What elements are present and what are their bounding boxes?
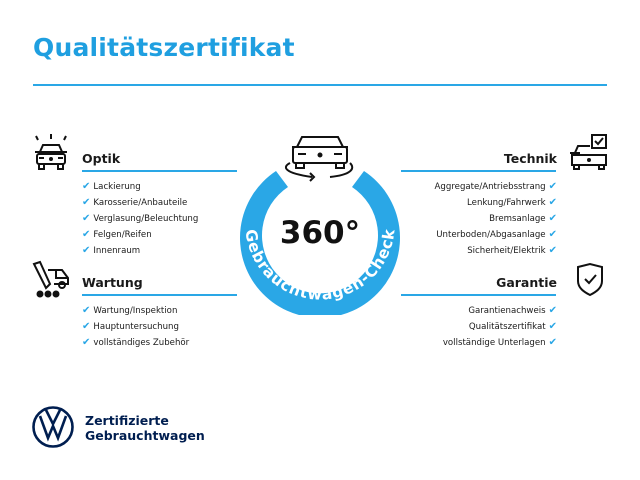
list-item: ✔ Innenraum	[82, 245, 141, 256]
check-icon: ✔	[82, 305, 91, 316]
list-item: ✔ Felgen/Reifen	[82, 229, 152, 240]
list-technik: Aggregate/Antriebsstrang ✔ Lenkung/Fahrwe…	[435, 179, 557, 259]
section-title-technik: Technik	[503, 151, 557, 166]
vw-logo	[32, 406, 74, 448]
check-icon: ✔	[548, 337, 557, 348]
section-rule-optik	[82, 170, 237, 172]
section-rule-wartung	[82, 294, 237, 296]
check-360-badge: Gebrauchtwagen-Check 360°	[240, 136, 400, 315]
check-icon: ✔	[548, 213, 557, 224]
list-item: Sicherheit/Elektrik ✔	[467, 245, 557, 256]
check-icon: ✔	[82, 229, 91, 240]
check-icon: ✔	[82, 321, 91, 332]
check-icon: ✔	[548, 197, 557, 208]
section-rule-garantie	[401, 294, 556, 296]
check-icon: ✔	[548, 181, 557, 192]
check-icon: ✔	[548, 245, 557, 256]
check-icon: ✔	[548, 321, 557, 332]
check-icon: ✔	[82, 197, 91, 208]
big-360-text: 360°	[280, 215, 360, 251]
list-item: ✔ Wartung/Inspektion	[82, 305, 178, 316]
check-icon: ✔	[82, 213, 91, 224]
list-item: Aggregate/Antriebsstrang ✔	[434, 181, 557, 192]
car-checkbox-icon	[570, 134, 607, 170]
section-title-wartung: Wartung	[82, 275, 143, 290]
service-car-icon	[32, 260, 69, 298]
list-item: ✔ Verglasung/Beleuchtung	[82, 213, 199, 224]
check-icon: ✔	[82, 337, 91, 348]
brand-name: Zertifizierte Gebrauchtwagen	[85, 413, 205, 443]
car-lights-icon	[35, 134, 67, 170]
list-item: ✔ Hauptuntersuchung	[82, 321, 179, 332]
section-title-garantie: Garantie	[496, 275, 557, 290]
shield-check-icon	[577, 262, 603, 297]
check-icon: ✔	[548, 305, 557, 316]
list-item: Garantienachweis ✔	[468, 305, 557, 316]
car-rotate-icon	[285, 136, 354, 182]
section-rule-technik	[401, 170, 556, 172]
list-item: ✔ Karosserie/Anbauteile	[82, 197, 188, 208]
list-item: ✔ vollständiges Zubehör	[82, 337, 190, 348]
title-divider	[33, 84, 607, 86]
section-title-optik: Optik	[82, 151, 121, 166]
ring	[240, 171, 400, 315]
list-item: ✔ Lackierung	[82, 181, 141, 192]
page-title: Qualitätszertifikat	[33, 33, 295, 62]
list-item: Unterboden/Abgasanlage ✔	[436, 229, 557, 240]
list-item: Lenkung/Fahrwerk ✔	[467, 197, 557, 208]
list-wartung: ✔ Wartung/Inspektion ✔ Hauptuntersuchung ✔…	[82, 303, 189, 351]
list-item: vollständige Unterlagen ✔	[442, 337, 557, 348]
list-garantie: Garantienachweis ✔ Qualitätszertifikat ✔ v…	[443, 303, 557, 351]
list-item: Bremsanlage ✔	[489, 213, 557, 224]
list-item: Qualitätszertifikat ✔	[468, 321, 557, 332]
check-icon: ✔	[548, 229, 557, 240]
check-icon: ✔	[82, 181, 91, 192]
list-optik: ✔ Lackierung ✔ Karosserie/Anbauteile ✔ Verg…	[82, 179, 198, 259]
check-icon: ✔	[82, 245, 91, 256]
